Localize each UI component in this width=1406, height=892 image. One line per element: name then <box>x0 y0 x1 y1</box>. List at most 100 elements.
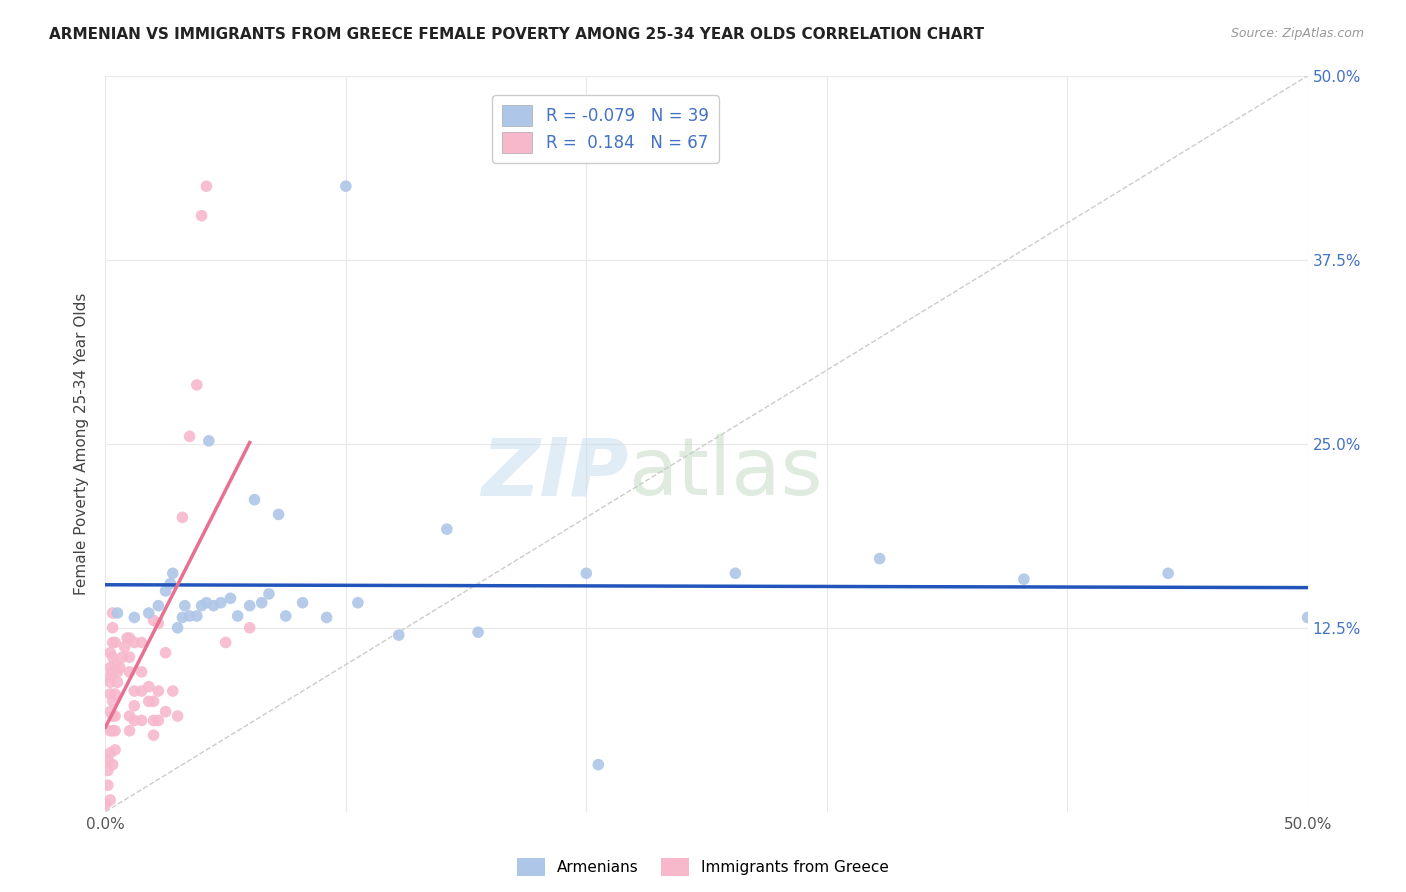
Point <box>166 709 188 723</box>
Point <box>190 209 212 223</box>
Point <box>98 687 121 701</box>
Point <box>101 723 124 738</box>
Point <box>114 640 136 654</box>
Legend: R = -0.079   N = 39, R =  0.184   N = 67: R = -0.079 N = 39, R = 0.184 N = 67 <box>492 95 718 162</box>
Point <box>118 631 141 645</box>
Point <box>131 684 153 698</box>
Point <box>239 621 262 635</box>
Point <box>97 778 120 792</box>
Y-axis label: Female Poverty Among 25-34 Year Olds: Female Poverty Among 25-34 Year Olds <box>75 293 90 595</box>
Point <box>724 566 747 581</box>
Point <box>250 596 273 610</box>
Point <box>115 631 138 645</box>
Point <box>124 684 146 698</box>
Point <box>869 551 891 566</box>
Point <box>101 665 124 679</box>
Point <box>142 728 165 742</box>
Point <box>186 378 208 392</box>
Point <box>101 621 124 635</box>
Point <box>98 746 121 760</box>
Point <box>97 753 120 767</box>
Point <box>243 492 266 507</box>
Point <box>190 599 212 613</box>
Point <box>1012 572 1035 586</box>
Point <box>347 596 370 610</box>
Point <box>98 669 121 683</box>
Point <box>124 635 146 649</box>
Point <box>315 610 337 624</box>
Point <box>111 650 134 665</box>
Point <box>291 596 314 610</box>
Point <box>101 635 124 649</box>
Point <box>98 723 121 738</box>
Point <box>107 665 129 679</box>
Point <box>124 714 146 728</box>
Point <box>239 599 262 613</box>
Point <box>101 606 124 620</box>
Point <box>226 609 249 624</box>
Text: Source: ZipAtlas.com: Source: ZipAtlas.com <box>1230 27 1364 40</box>
Point <box>155 584 177 599</box>
Point <box>98 793 121 807</box>
Point <box>198 434 221 448</box>
Point <box>436 522 458 536</box>
Point <box>101 650 124 665</box>
Text: ARMENIAN VS IMMIGRANTS FROM GREECE FEMALE POVERTY AMONG 25-34 YEAR OLDS CORRELAT: ARMENIAN VS IMMIGRANTS FROM GREECE FEMAL… <box>49 27 984 42</box>
Point <box>155 646 177 660</box>
Point <box>131 665 153 679</box>
Point <box>104 723 127 738</box>
Point <box>219 591 242 606</box>
Point <box>1157 566 1180 581</box>
Point <box>131 635 153 649</box>
Point <box>195 596 218 610</box>
Point <box>467 625 489 640</box>
Point <box>148 684 170 698</box>
Point <box>101 709 124 723</box>
Point <box>1296 610 1319 624</box>
Point <box>209 596 232 610</box>
Legend: Armenians, Immigrants from Greece: Armenians, Immigrants from Greece <box>510 852 896 882</box>
Point <box>118 723 141 738</box>
Point <box>148 714 170 728</box>
Point <box>97 764 120 778</box>
Point <box>162 566 184 581</box>
Point <box>162 684 184 698</box>
Point <box>166 621 188 635</box>
Point <box>179 429 201 443</box>
Point <box>257 587 280 601</box>
Point <box>124 610 146 624</box>
Point <box>104 709 127 723</box>
Text: ZIP: ZIP <box>481 434 628 512</box>
Point <box>138 680 160 694</box>
Point <box>138 606 160 620</box>
Point <box>124 698 146 713</box>
Point <box>575 566 598 581</box>
Point <box>104 687 127 701</box>
Point <box>118 709 141 723</box>
Point <box>148 599 170 613</box>
Point <box>214 635 236 649</box>
Point <box>98 646 121 660</box>
Point <box>155 705 177 719</box>
Point <box>179 609 201 624</box>
Point <box>98 675 121 690</box>
Point <box>172 510 194 524</box>
Point <box>118 650 141 665</box>
Point <box>142 614 165 628</box>
Point <box>107 606 129 620</box>
Point <box>148 616 170 631</box>
Point <box>388 628 411 642</box>
Point <box>104 657 127 672</box>
Point <box>186 609 208 624</box>
Point <box>104 635 127 649</box>
Point <box>131 714 153 728</box>
Point <box>142 714 165 728</box>
Point <box>98 660 121 674</box>
Point <box>94 797 117 812</box>
Point <box>101 757 124 772</box>
Point <box>274 609 297 624</box>
Point <box>173 599 195 613</box>
Point <box>195 179 218 194</box>
Point <box>104 743 127 757</box>
Point <box>101 694 124 708</box>
